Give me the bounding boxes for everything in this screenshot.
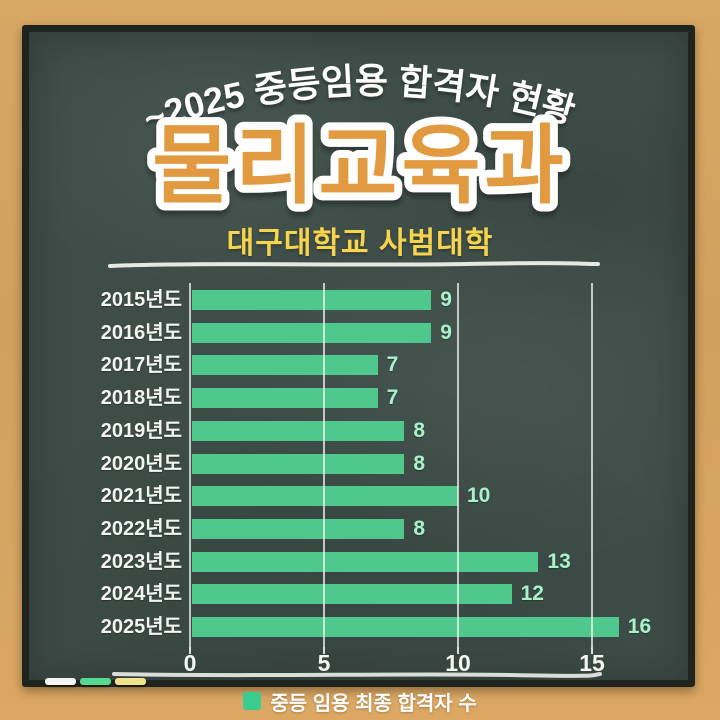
gridline: [457, 283, 459, 647]
value-label: 8: [413, 517, 426, 541]
chalk-green: [80, 678, 111, 685]
gridline: [323, 283, 325, 647]
year-label: 2025년도: [100, 616, 182, 639]
axis-tick: [457, 647, 459, 654]
bar: [192, 584, 512, 605]
year-label: 2021년도: [100, 485, 182, 508]
bar: [192, 486, 458, 507]
value-label: 9: [440, 288, 452, 311]
value-label: 10: [467, 484, 491, 508]
year-label: 2020년도: [100, 452, 182, 475]
gridline: [591, 283, 593, 647]
bar: [192, 551, 539, 572]
bar: [192, 388, 378, 409]
axis-tick-label: 0: [183, 650, 197, 676]
year-label: 2023년도: [100, 550, 182, 573]
axis-tick: [591, 647, 593, 654]
year-label: 2019년도: [100, 419, 182, 442]
year-label: 2018년도: [100, 387, 182, 410]
value-label: 9: [440, 320, 452, 344]
year-label: 2017년도: [100, 354, 182, 377]
main-title-text: 물리교육과: [152, 118, 568, 214]
bar: [192, 290, 432, 310]
bar: [192, 617, 619, 638]
bar: [192, 322, 432, 343]
main-title: 물리교육과: [144, 110, 572, 222]
axis-tick: [323, 647, 325, 654]
axis-tick-label: 10: [445, 650, 471, 676]
value-label: 7: [386, 386, 399, 410]
legend-label: 중등 임용 최종 합격자 수: [270, 692, 477, 715]
bar: [192, 519, 405, 540]
value-label: 8: [413, 451, 426, 475]
axis-tick-label: 15: [579, 650, 605, 676]
bottom-divider-line: [112, 672, 602, 678]
year-label: 2016년도: [100, 321, 182, 344]
year-label: 2015년도: [100, 289, 182, 311]
year-label: 2022년도: [100, 518, 182, 541]
gridline: [189, 283, 191, 647]
chalk-yellow: [115, 678, 146, 685]
value-label: 16: [627, 615, 652, 639]
value-label: 8: [413, 418, 426, 442]
bar: [192, 355, 378, 376]
bar: [192, 453, 405, 474]
axis-tick-label: 5: [317, 650, 331, 676]
year-label: 2024년도: [100, 583, 182, 606]
subtitle: 대구대학교 사범대학: [226, 227, 494, 260]
arch-title: ~2025 중등임용 합격자 현황: [138, 60, 579, 139]
value-label: 7: [386, 353, 399, 377]
value-label: 12: [520, 582, 544, 606]
top-divider-line: [108, 261, 600, 268]
chalk-white: [45, 678, 76, 685]
bar: [192, 420, 405, 441]
legend: 중등 임용 최종 합격자 수: [0, 689, 720, 715]
legend-swatch: [243, 692, 262, 710]
value-label: 13: [547, 549, 571, 573]
axis-tick: [189, 647, 191, 654]
